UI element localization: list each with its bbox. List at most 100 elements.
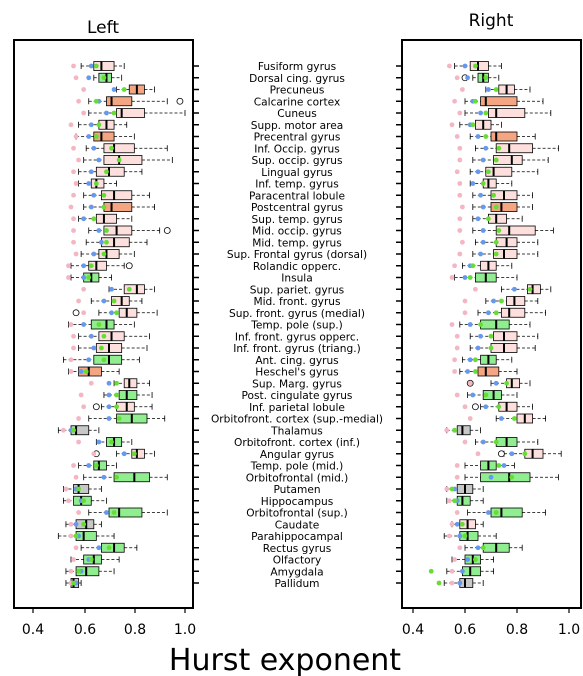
box-iqr — [101, 542, 125, 553]
box-iqr — [123, 378, 138, 389]
green-point — [76, 568, 81, 574]
green-point — [436, 580, 442, 586]
green-point — [493, 439, 499, 445]
pink-point — [447, 498, 452, 504]
green-point — [114, 380, 119, 386]
blue-point — [86, 75, 92, 81]
blue-point — [475, 134, 481, 139]
box-iqr — [524, 448, 544, 459]
green-point — [473, 557, 478, 562]
pink-point — [71, 145, 76, 151]
pink-point — [63, 486, 69, 492]
green-point — [104, 239, 109, 245]
pink-point — [71, 192, 76, 198]
green-point — [126, 286, 132, 292]
outlier-point — [176, 97, 184, 105]
green-point — [470, 122, 476, 128]
green-point — [452, 498, 457, 504]
green-point — [480, 181, 486, 186]
outlier-point — [163, 227, 171, 234]
region-label: Post. cingulate gyrus — [242, 390, 353, 402]
box-iqr — [490, 507, 523, 518]
region-label: Putamen — [273, 484, 320, 496]
pink-point — [71, 228, 76, 233]
box-iqr — [93, 460, 107, 471]
pink-point — [454, 333, 460, 339]
blue-point — [480, 439, 486, 445]
pink-point — [462, 298, 468, 304]
green-point — [483, 392, 489, 398]
blue-point — [91, 251, 97, 257]
pink-point — [454, 169, 460, 175]
pink-point — [467, 416, 473, 421]
pink-point — [73, 134, 79, 139]
box-iqr — [98, 249, 120, 259]
pink-point — [449, 322, 455, 327]
green-point — [81, 498, 87, 504]
green-point — [483, 75, 489, 81]
region-label: Inf. front. gyrus (triang.) — [233, 343, 360, 355]
region-label: Sup. occip. gyrus — [251, 155, 342, 167]
pink-point — [66, 263, 71, 269]
pink-point — [68, 369, 74, 374]
box-iqr — [527, 284, 541, 295]
pink-point — [457, 545, 463, 551]
pink-point — [447, 63, 452, 69]
pink-point — [71, 239, 76, 245]
green-point — [488, 333, 494, 339]
pink-point — [81, 286, 87, 292]
blue-point — [88, 122, 94, 128]
pink-point — [73, 545, 79, 551]
blue-point — [480, 239, 486, 245]
green-point — [111, 510, 117, 515]
box-iqr — [95, 166, 125, 177]
green-point — [462, 533, 468, 539]
pink-point — [460, 239, 465, 245]
blue-point — [480, 228, 486, 233]
blue-point — [509, 451, 515, 457]
region-label: Pallidum — [275, 578, 320, 590]
green-point — [131, 451, 137, 457]
green-point — [111, 298, 117, 304]
blue-point — [86, 357, 92, 363]
region-label: Supp. motor area — [251, 120, 343, 132]
x-tick-label: 0.6 — [454, 622, 476, 638]
box-iqr — [131, 448, 145, 459]
pink-point — [454, 463, 460, 468]
region-label: Orbitofrontal (mid.) — [246, 472, 349, 484]
pink-point — [71, 216, 76, 222]
pink-point — [76, 416, 81, 421]
pink-point — [452, 557, 457, 562]
region-label: Ant. cing. gyrus — [255, 355, 338, 367]
green-point — [96, 122, 102, 128]
pink-point — [449, 568, 455, 574]
box-iqr — [116, 401, 135, 412]
pink-point — [71, 63, 76, 69]
region-label: Sup. Marg. gyrus — [252, 378, 342, 390]
box-iqr — [103, 143, 135, 154]
green-point — [88, 263, 94, 269]
blue-point — [462, 63, 468, 69]
green-point — [522, 451, 528, 457]
green-point — [91, 216, 97, 222]
blue-point — [478, 110, 483, 116]
pink-point — [454, 510, 460, 515]
region-label: Thalamus — [270, 425, 323, 437]
green-point — [96, 322, 102, 327]
box-iqr — [490, 131, 518, 142]
green-point — [88, 557, 94, 562]
blue-point — [86, 181, 92, 186]
blue-point — [483, 145, 489, 151]
green-point — [101, 357, 107, 363]
blue-point — [91, 192, 97, 198]
green-point — [452, 427, 457, 433]
pink-point — [447, 533, 452, 539]
region-label: Orbitofrontal (sup.) — [246, 508, 348, 520]
blue-point — [454, 521, 460, 527]
green-point — [83, 369, 89, 374]
green-point — [76, 486, 81, 492]
box-iqr — [480, 96, 518, 107]
green-point — [121, 87, 127, 92]
region-label: Sup. temp. gyrus — [252, 214, 343, 226]
pink-point — [457, 145, 463, 151]
